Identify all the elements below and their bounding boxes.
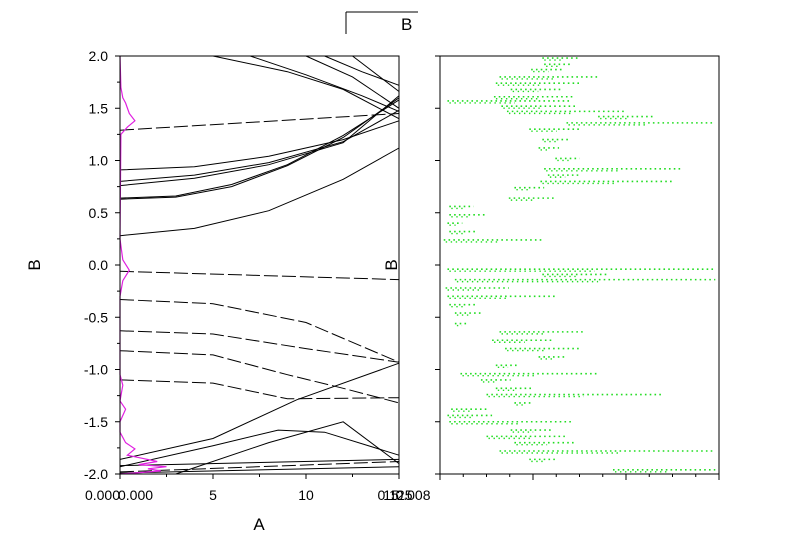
left-y-tick-label: 0.0 [89, 257, 109, 273]
band-line-16 [119, 379, 400, 400]
left-plot-frame [119, 55, 400, 475]
legend: B [345, 11, 418, 34]
band-line-21 [119, 461, 400, 473]
band-line-7 [212, 55, 400, 120]
band-line-14 [119, 330, 400, 363]
band-line-0 [119, 113, 400, 131]
band-line-8 [250, 55, 400, 112]
right-axes-ticks [435, 55, 720, 480]
left-x-axis-label: A [253, 515, 265, 534]
left-dos-curve [119, 55, 167, 475]
band-line-20 [119, 458, 400, 467]
band-line-19 [175, 421, 400, 475]
left-x-tick-label: 15 [383, 487, 399, 503]
band-line-10 [324, 55, 400, 86]
left-y-tick-label: -1.0 [84, 362, 108, 378]
left-y-tick-label: 2.0 [89, 48, 109, 64]
band-line-15 [119, 350, 400, 404]
right-y-axis-label: B [382, 259, 401, 270]
band-line-6 [119, 147, 400, 237]
left-y-tick-label: -1.5 [84, 414, 108, 430]
band-line-2 [119, 109, 400, 182]
right-scatter-rows [443, 57, 716, 473]
left-y-tick-label: -0.5 [84, 309, 108, 325]
band-line-1 [119, 120, 400, 171]
right-plot-frame [439, 55, 720, 475]
left-y-axis-label: B [25, 259, 44, 270]
band-line-11 [352, 55, 400, 92]
left-y-tick-label: 0.5 [89, 205, 109, 221]
band-line-3 [119, 95, 400, 187]
band-line-13 [119, 299, 400, 363]
band-line-18 [119, 429, 400, 468]
left-y-tick-label: -2.0 [84, 466, 108, 482]
left-band-lines [119, 55, 400, 475]
band-line-12 [119, 270, 400, 281]
left-x-tick-label: 10 [298, 487, 314, 503]
left-y-tick-label: 1.0 [89, 153, 109, 169]
left-x-overlay-tick-label: 0.008 [395, 487, 430, 503]
left-x-tick-label: 0.000 [85, 487, 120, 503]
band-line-5 [119, 97, 400, 200]
left-x-overlay-tick-label: 0.125 [377, 487, 412, 503]
right-chart-panel: B [382, 55, 720, 480]
left-x-overlay-tick-label: 0.000 [118, 487, 153, 503]
left-y-tick-label: 1.5 [89, 100, 109, 116]
band-line-9 [305, 55, 400, 109]
left-y-axis: 2.0 1.5 1.0 0.5 0.0 -0.5 -1.0 -1.5 -2.0 [84, 48, 120, 482]
left-x-tick-label: 5 [209, 487, 217, 503]
band-line-17 [119, 362, 400, 460]
band-line-22 [119, 466, 400, 474]
left-chart-panel: 2.0 1.5 1.0 0.5 0.0 -0.5 -1.0 -1.5 -2.0 0.000 5 10… [25, 48, 431, 534]
legend-label: B [401, 15, 412, 34]
band-line-4 [119, 99, 400, 199]
